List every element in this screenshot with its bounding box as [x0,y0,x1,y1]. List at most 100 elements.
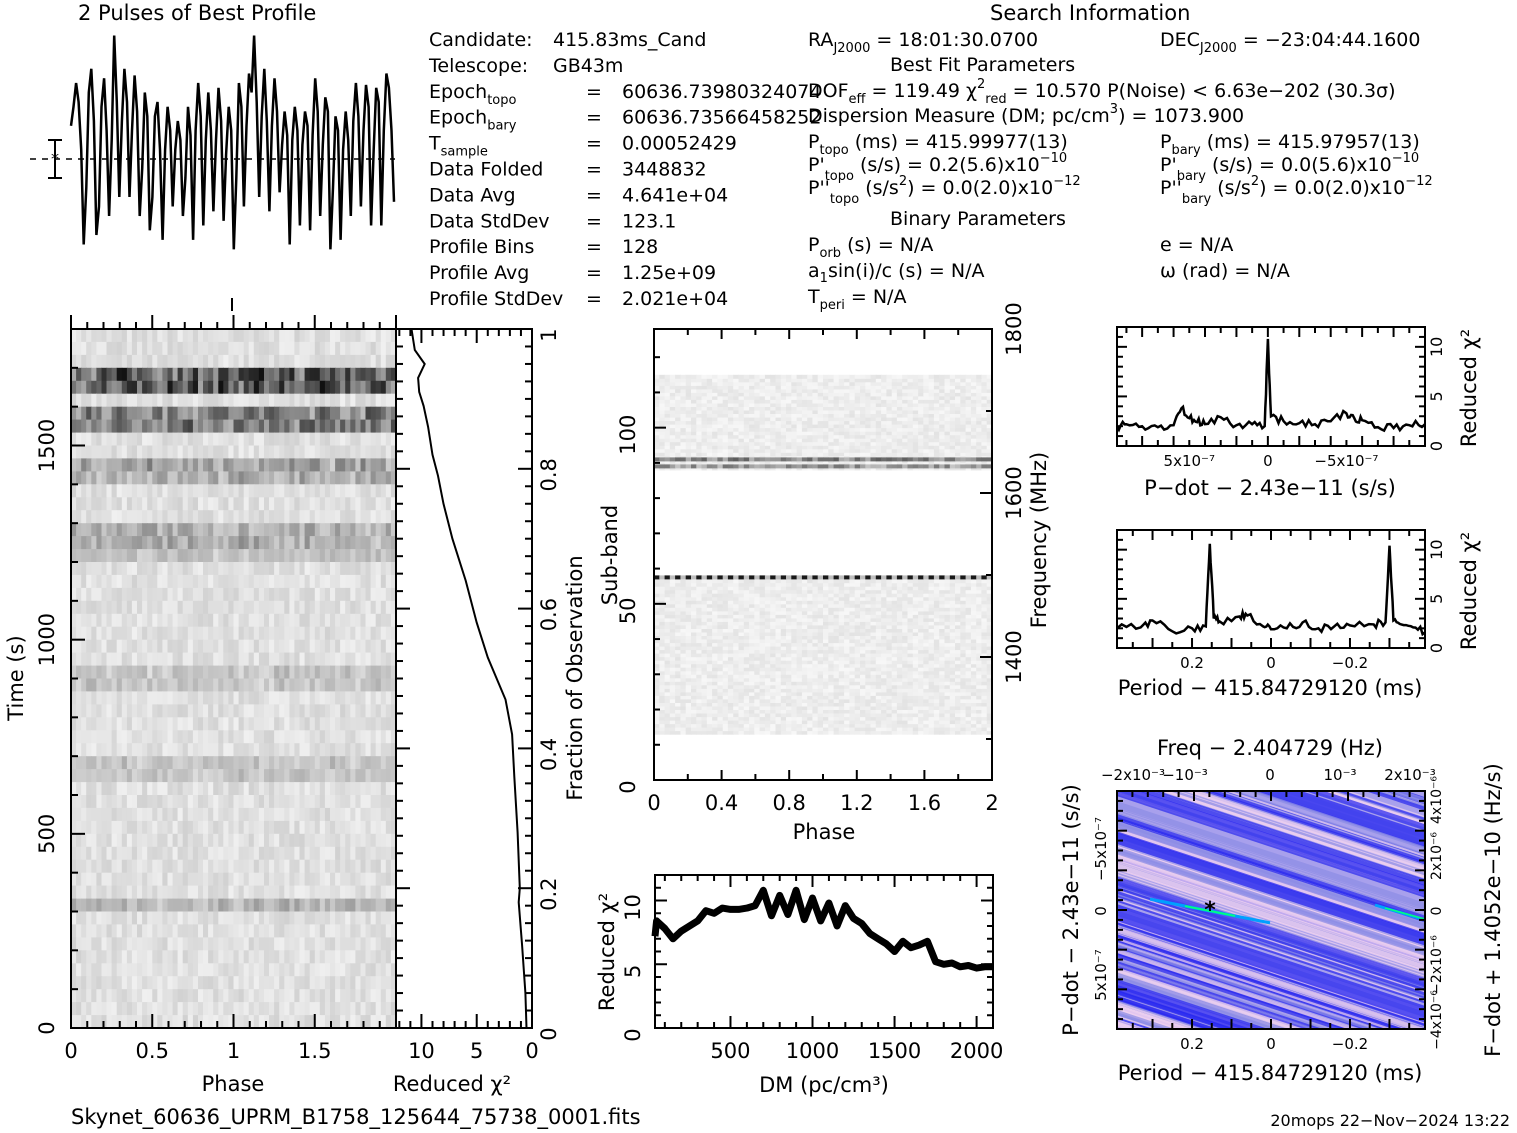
heatmap-cell [147,691,153,705]
heatmap-cell [96,691,103,705]
heatmap-cell [738,667,745,672]
heatmap-cell [238,652,245,667]
heatmap-cell [870,688,877,693]
heatmap-cell [986,699,993,703]
heatmap-cell [279,976,285,990]
heatmap-cell [81,820,87,835]
heatmap-cell [269,691,275,705]
heatmap-cell [106,756,113,770]
heatmap-cell [717,663,724,668]
heatmap-cell [71,367,77,382]
heatmap-cell [264,626,270,641]
heatmap-cell [289,859,296,874]
info-equals: = [586,133,602,155]
heatmap-cell [81,393,87,408]
heatmap-cell [284,691,290,705]
heatmap-cell [299,536,306,550]
heatmap-cell [759,674,766,679]
heatmap-cell [923,674,930,679]
heatmap-cell [198,445,204,459]
heatmap-cell [902,674,908,679]
heatmap-cell [198,807,204,822]
heatmap-cell [335,911,341,925]
heatmap-cell [258,1002,265,1016]
heatmap-cell [314,536,321,550]
heatmap-cell [106,626,113,641]
heatmap-cell [142,445,148,459]
heatmap-cell [330,574,336,589]
heatmap-cell [187,458,194,472]
heatmap-cell [248,717,255,731]
heatmap-cell [350,574,356,589]
heatmap-cell [111,859,118,874]
heatmap-cell [340,833,346,848]
heatmap-cell [76,769,82,783]
heatmap-cell [198,911,204,925]
heatmap-cell [182,846,189,861]
heatmap-cell [299,743,306,757]
heatmap-cell [177,600,184,615]
heatmap-cell [801,702,808,707]
heatmap-cell [187,665,194,680]
heatmap-cell [76,406,82,421]
heatmap-cell [865,730,872,735]
heatmap-cell [691,723,697,728]
heatmap-cell [754,730,761,735]
heatmap-cell [264,471,270,485]
heatmap-cell [314,471,321,485]
heatmap-cell [101,639,108,654]
heatmap-cell [279,730,285,744]
heatmap-cell [299,950,306,964]
heatmap-cell [324,626,331,641]
heatmap-cell [786,716,792,721]
heatmap-cell [177,898,184,913]
heatmap-cell [335,743,341,757]
heatmap-cell [727,677,734,682]
heatmap-cell [264,859,270,874]
heatmap-cell [380,549,387,563]
heatmap-cell [335,769,341,783]
heatmap-cell [147,574,153,589]
heatmap-cell [949,684,956,689]
heatmap-cell [142,1002,148,1016]
heatmap-cell [258,846,265,861]
heatmap-cell [243,380,250,395]
heatmap-cell [314,976,321,990]
heatmap-cell [289,432,296,447]
heatmap-cell [208,574,214,589]
heatmap-cell [955,670,961,675]
heatmap-cell [152,807,158,822]
heatmap-cell [775,670,782,675]
heatmap-cell [223,989,229,1003]
heatmap-cell [284,341,290,356]
heatmap-cell [167,898,174,913]
heatmap-cell [101,549,108,563]
heatmap-cell [330,976,336,990]
heatmap-cell [106,419,113,434]
heatmap-cell [812,699,819,703]
heatmap-cell [865,681,872,686]
heatmap-cell [340,329,346,343]
heatmap-cell [370,458,377,472]
heatmap-cell [854,670,861,675]
heatmap-cell [71,976,77,990]
heatmap-cell [106,782,113,796]
heatmap-cell [157,820,163,835]
heatmap-cell [335,937,341,951]
heatmap-cell [727,720,734,725]
heatmap-cell [928,727,935,732]
heatmap-cell [701,691,708,696]
heatmap-cell [875,663,882,668]
heatmap-cell [886,667,893,672]
heatmap-cell [228,626,235,641]
heatmap-cell [289,885,296,900]
heatmap-cell [121,600,128,615]
heatmap-cell [854,691,861,696]
heatmap-cell [365,471,372,485]
heatmap-cell [907,681,914,686]
heatmap-cell [71,600,77,615]
heatmap-cell [167,665,174,680]
heatmap-cell [722,699,729,703]
heatmap-cell [243,445,250,459]
heatmap-cell [854,684,861,689]
